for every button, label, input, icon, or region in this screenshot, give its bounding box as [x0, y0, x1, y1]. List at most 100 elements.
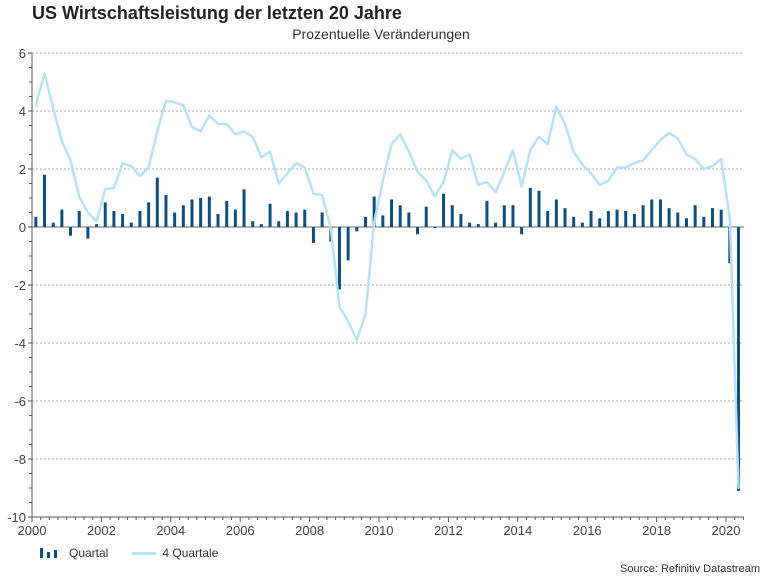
- bar: [268, 203, 272, 227]
- x-tick-label: 2010: [365, 523, 394, 538]
- bar: [242, 189, 246, 227]
- y-tick-label: 0: [19, 220, 26, 235]
- bar: [476, 224, 480, 227]
- axes: [28, 52, 744, 522]
- bar: [459, 213, 463, 227]
- bar: [563, 208, 567, 227]
- bar: [615, 209, 619, 227]
- bar: [390, 199, 394, 227]
- x-tick-label: 2006: [226, 523, 255, 538]
- bar: [363, 216, 367, 227]
- legend-item-4-quartale: 4 Quartale: [132, 546, 218, 560]
- gridlines: [32, 52, 744, 460]
- bar: [407, 212, 411, 227]
- bar: [173, 212, 177, 227]
- y-tick-label: -4: [14, 336, 26, 351]
- bar: [398, 205, 402, 227]
- y-tick-label: -6: [14, 394, 26, 409]
- bar: [737, 227, 741, 491]
- bar: [702, 216, 706, 227]
- bar: [641, 205, 645, 227]
- bar: [606, 211, 610, 227]
- legend-item-quartal: Quartal: [40, 546, 108, 560]
- bar: [424, 206, 428, 227]
- bar-series-quartal: [34, 174, 741, 491]
- bar: [138, 211, 142, 227]
- legend: Quartal 4 Quartale: [40, 546, 242, 560]
- bar: [346, 227, 350, 261]
- x-tick-label: 2018: [642, 523, 671, 538]
- y-tick-label: -2: [14, 278, 26, 293]
- bar: [259, 224, 263, 227]
- bar: [494, 222, 498, 227]
- y-tick-label: 6: [19, 46, 26, 61]
- bar: [502, 205, 506, 227]
- bar: [112, 211, 116, 227]
- x-tick-label: 2002: [87, 523, 116, 538]
- bar: [572, 216, 576, 227]
- x-tick-label: 2014: [503, 523, 532, 538]
- bar: [372, 196, 376, 227]
- bar: [468, 222, 472, 227]
- bar: [86, 227, 90, 239]
- bar: [216, 213, 220, 227]
- bar: [528, 187, 532, 227]
- bar: [251, 221, 255, 227]
- bar: [294, 212, 298, 227]
- legend-label-4-quartale: 4 Quartale: [162, 546, 219, 560]
- bar: [129, 222, 133, 227]
- bar: [337, 227, 341, 290]
- bar: [676, 212, 680, 227]
- bar: [667, 208, 671, 227]
- bar: [511, 205, 515, 227]
- bar: [598, 218, 602, 227]
- bar: [433, 227, 437, 228]
- x-tick-label: 2012: [434, 523, 463, 538]
- line-path: [34, 72, 740, 490]
- x-tick-label: 2020: [712, 523, 741, 538]
- bar: [485, 200, 489, 227]
- chart-subtitle: Prozentuelle Veränderungen: [0, 26, 768, 42]
- bar: [60, 209, 64, 227]
- x-tick-label: 2000: [18, 523, 47, 538]
- x-tick-label: 2008: [295, 523, 324, 538]
- bar: [719, 209, 723, 227]
- y-tick-label: -10: [7, 510, 26, 525]
- bar: [632, 213, 636, 227]
- y-tick-label: -8: [14, 452, 26, 467]
- y-tick-label: 2: [19, 162, 26, 177]
- bar: [34, 216, 38, 227]
- y-tick-label: 4: [19, 104, 26, 119]
- bar: [51, 222, 55, 227]
- bar: [684, 218, 688, 227]
- bar: [450, 205, 454, 227]
- bar: [589, 211, 593, 227]
- bar: [121, 213, 125, 227]
- bar: [580, 222, 584, 227]
- bar: [554, 199, 558, 227]
- legend-label-quartal: Quartal: [69, 546, 109, 560]
- bar: [164, 195, 168, 227]
- bar: [277, 221, 281, 227]
- chart-title: US Wirtschaftsleistung der letzten 20 Ja…: [32, 3, 402, 23]
- bar: [95, 224, 99, 227]
- line-series-4-quartale: [34, 72, 740, 490]
- bar: [693, 205, 697, 227]
- source-note: Source: Refinitiv Datastream: [620, 563, 760, 575]
- bar: [416, 227, 420, 235]
- bar: [303, 209, 307, 227]
- bar: [207, 196, 211, 227]
- bar: [285, 211, 289, 227]
- bar: [624, 211, 628, 227]
- bar: [190, 199, 194, 227]
- bar: [320, 212, 324, 227]
- bar: [381, 215, 385, 227]
- bar: [199, 198, 203, 227]
- bar: [355, 227, 359, 232]
- bar: [442, 193, 446, 227]
- bar: [311, 227, 315, 243]
- bar: [546, 211, 550, 227]
- bar: [710, 208, 714, 227]
